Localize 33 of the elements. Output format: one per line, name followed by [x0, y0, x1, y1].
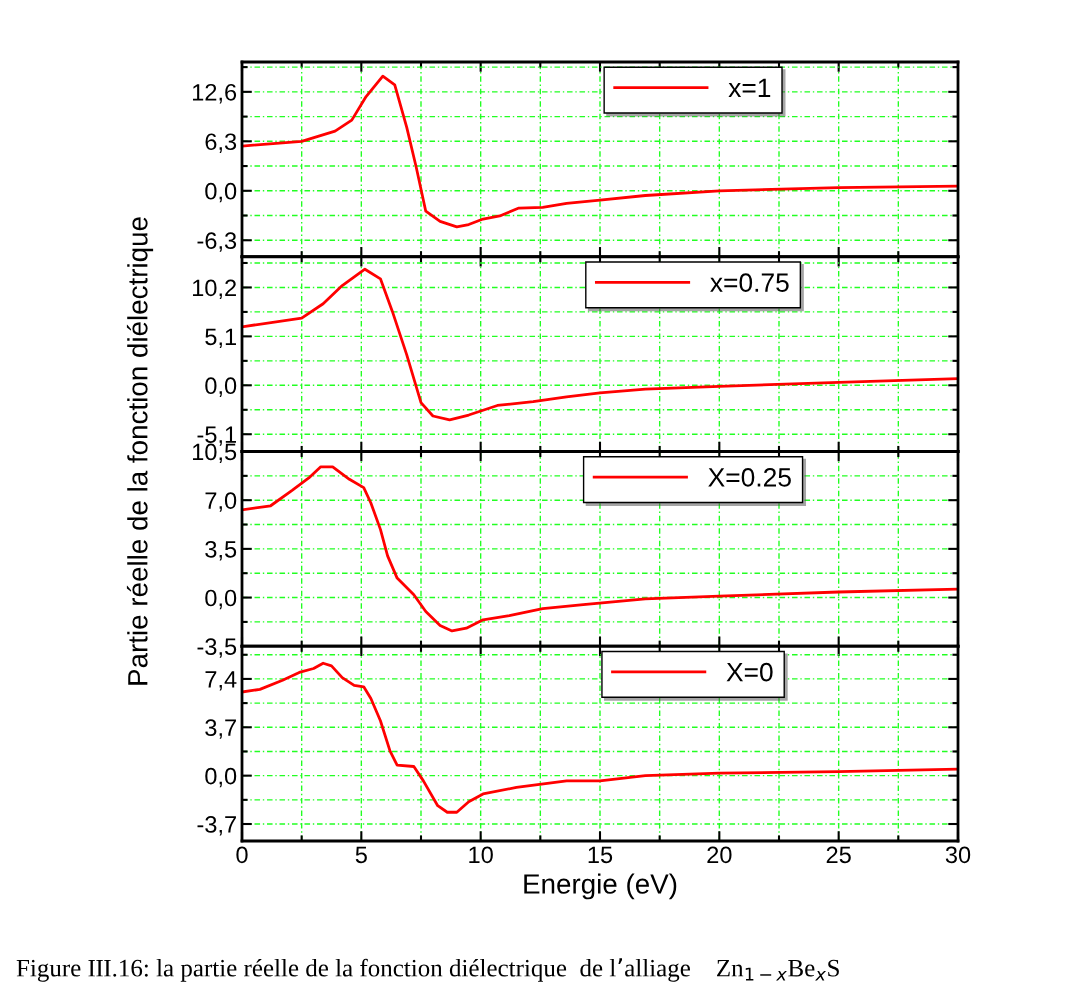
x-axis-title: Energie (eV) [524, 873, 677, 900]
y-tick-label: 7,0 [205, 492, 237, 512]
y-tick-label: 3,5 [205, 540, 237, 561]
y-tick-label: 0,0 [205, 767, 237, 788]
x-tick-label: 0 [236, 846, 248, 864]
legend-label: x=1 [728, 78, 771, 97]
line-series [242, 661, 958, 814]
x-tick-label: 15 [588, 846, 613, 864]
legend-label: X=0.25 [708, 468, 791, 487]
y-tick-label: -6,3 [197, 232, 237, 252]
y-tick-label: 0,0 [205, 182, 237, 203]
x-tick-label: 25 [826, 846, 851, 864]
line-series [242, 267, 958, 422]
y-tick-label: 0,0 [205, 589, 237, 610]
x-tick-label: 5 [355, 846, 367, 864]
y-tick-label: -3,7 [197, 816, 236, 836]
y-tick-label: -3,5 [197, 638, 237, 658]
x-tick-label: 30 [945, 846, 971, 864]
y-tick-label: 5,1 [205, 328, 236, 348]
text: Figure III.16: la partie réelle de la fonction diélectrique de l’alliage Zn$_{1−x}$Be$_{x}$S [16, 958, 839, 982]
y-tick-label: 7,4 [205, 671, 237, 691]
line-series [242, 465, 958, 633]
x-tick-label: 20 [707, 846, 732, 864]
legend-label: X=0 [726, 662, 773, 682]
legend-label: x=0.75 [710, 273, 789, 292]
y-tick-label: 6,3 [205, 133, 237, 153]
y-tick-label: 12,6 [192, 83, 237, 104]
y-axis-title: Partie réelle de la fonction diélectrique [126, 217, 154, 685]
x-tick-label: 10 [469, 846, 493, 864]
y-tick-label: 0,0 [205, 377, 237, 397]
y-tick-label: 3,7 [205, 719, 236, 739]
y-tick-label: 10,2 [192, 279, 236, 300]
line-series [242, 74, 958, 229]
